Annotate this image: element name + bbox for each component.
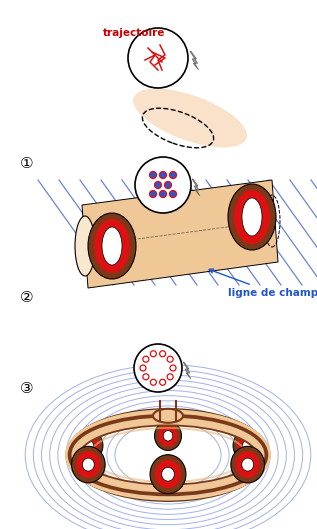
Text: ligne de champ: ligne de champ: [209, 269, 317, 298]
Circle shape: [170, 171, 177, 178]
Circle shape: [150, 171, 157, 178]
Ellipse shape: [76, 451, 100, 478]
Polygon shape: [82, 180, 278, 288]
Ellipse shape: [150, 455, 186, 494]
Ellipse shape: [162, 467, 174, 481]
Text: ②: ②: [20, 290, 34, 305]
Ellipse shape: [153, 409, 183, 423]
Circle shape: [159, 190, 166, 197]
Circle shape: [159, 171, 166, 178]
Ellipse shape: [78, 434, 99, 457]
Ellipse shape: [155, 421, 181, 450]
Ellipse shape: [237, 434, 258, 457]
Polygon shape: [192, 179, 200, 196]
Ellipse shape: [243, 440, 253, 451]
Ellipse shape: [74, 430, 103, 461]
Circle shape: [170, 190, 177, 197]
Text: ③: ③: [20, 381, 34, 396]
Circle shape: [128, 28, 188, 88]
Ellipse shape: [102, 227, 122, 265]
Ellipse shape: [94, 219, 130, 273]
Ellipse shape: [83, 440, 94, 451]
Ellipse shape: [242, 198, 262, 236]
Text: ①: ①: [20, 156, 34, 171]
Ellipse shape: [228, 184, 276, 250]
Circle shape: [135, 157, 191, 213]
Circle shape: [134, 344, 182, 392]
Polygon shape: [190, 51, 199, 70]
Ellipse shape: [236, 451, 260, 478]
Ellipse shape: [82, 458, 94, 471]
Ellipse shape: [88, 213, 136, 279]
Ellipse shape: [233, 430, 262, 461]
Text: trajectoire: trajectoire: [103, 28, 165, 38]
Ellipse shape: [158, 425, 178, 446]
Ellipse shape: [75, 216, 95, 276]
Ellipse shape: [163, 431, 173, 441]
Ellipse shape: [133, 88, 247, 148]
Circle shape: [165, 181, 171, 188]
Ellipse shape: [155, 460, 181, 488]
Ellipse shape: [72, 446, 105, 483]
Circle shape: [154, 181, 161, 188]
Ellipse shape: [234, 190, 270, 244]
Circle shape: [150, 190, 157, 197]
Ellipse shape: [76, 220, 94, 272]
Polygon shape: [183, 362, 191, 379]
Ellipse shape: [242, 458, 254, 471]
Ellipse shape: [231, 446, 264, 483]
